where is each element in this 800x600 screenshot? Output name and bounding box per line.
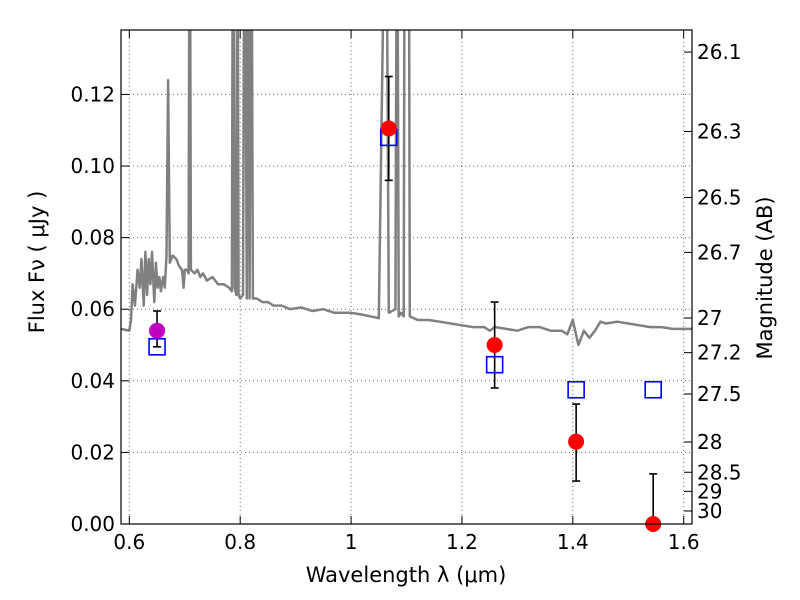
right-tick-label: 28.5: [697, 460, 742, 484]
right-tick-label: 27.2: [697, 341, 742, 365]
y-tick-label: 0.12: [70, 82, 115, 106]
observed-flux-point: [380, 120, 397, 137]
x-tick-label: 0.8: [224, 530, 256, 554]
model-photometry-square: [644, 380, 662, 399]
y-tick-label: 0.00: [70, 512, 115, 536]
right-tick-label: 26.1: [697, 40, 742, 64]
model-spectrum: [121, 30, 692, 347]
model-photometry-squares: [148, 128, 662, 399]
observed-photometry-points: [149, 120, 662, 532]
x-tick-label: 1.2: [446, 530, 478, 554]
observed-flux-point: [568, 433, 585, 450]
right-axis-label: Magnitude (AB): [753, 196, 777, 359]
observed-flux-point: [486, 337, 503, 354]
right-tick-label: 27: [697, 306, 722, 330]
right-tick-label: 28: [697, 430, 722, 454]
y-tick-label: 0.02: [70, 440, 115, 464]
plot-frame: [120, 29, 693, 525]
y-tick-label: 0.06: [70, 297, 115, 321]
y-tick-label: 0.04: [70, 369, 115, 393]
y-tick-label: 0.10: [70, 154, 115, 178]
right-tick-label: 26.5: [697, 186, 742, 210]
model-photometry-square: [567, 380, 585, 399]
x-axis-label: Wavelength λ (μm): [306, 563, 507, 587]
model-photometry-square: [148, 338, 166, 356]
right-tick-label: 27.5: [697, 382, 742, 406]
model-spectrum-line: [121, 30, 692, 347]
right-tick-label: 30: [697, 499, 722, 523]
x-tick-label: 1: [345, 530, 358, 554]
right-tick-label: 29: [697, 479, 722, 503]
model-photometry-square: [485, 355, 504, 374]
y-axis-label: Flux Fν ( μJy ): [25, 191, 49, 334]
y-tick-label: 0.08: [70, 226, 115, 250]
tick-labels: 0.6 0.8 1 1.2 1.4 1.6 0.00 0.02 0.04 0.06 0.08 0.10…: [70, 40, 741, 554]
right-tick-label: 26.3: [697, 119, 742, 143]
x-tick-label: 0.6: [113, 530, 145, 554]
x-tick-label: 1.4: [557, 530, 589, 554]
observed-flux-point: [149, 322, 166, 339]
axis-ticks: [121, 30, 692, 525]
right-tick-label: 26.7: [697, 240, 742, 264]
x-tick-label: 1.6: [668, 530, 700, 554]
